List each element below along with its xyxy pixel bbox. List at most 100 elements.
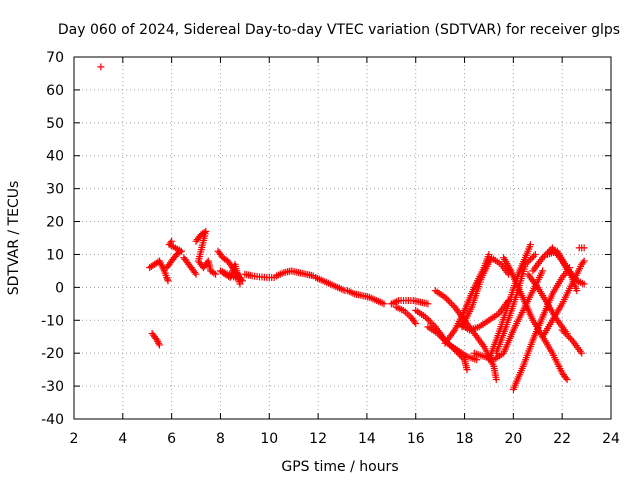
data-points: [97, 63, 588, 393]
y-tick-label: 20: [46, 215, 64, 231]
data-point: [236, 280, 244, 288]
data-point: [428, 320, 436, 328]
data-point: [435, 331, 443, 339]
y-tick-label: -30: [41, 379, 64, 395]
data-point: [168, 237, 176, 245]
grid: [74, 57, 611, 419]
x-tick-label: 4: [118, 431, 127, 447]
x-axis: 2 4 6 8 10 12 14 16 18 20 22 24: [70, 57, 620, 447]
y-tick-label: -40: [41, 412, 64, 428]
data-point: [212, 270, 220, 278]
data-point: [380, 300, 388, 308]
data-point: [405, 311, 413, 319]
data-point: [492, 376, 500, 384]
data-point: [396, 305, 404, 313]
data-point: [97, 63, 105, 71]
data-point: [192, 270, 200, 278]
data-point: [526, 241, 534, 249]
data-point: [561, 329, 569, 337]
data-point: [391, 298, 399, 306]
data-point: [191, 269, 199, 277]
data-point: [448, 300, 456, 308]
data-point: [446, 298, 454, 306]
data-point: [539, 267, 547, 275]
data-point: [580, 244, 588, 252]
data-point: [163, 275, 171, 283]
x-tick-label: 2: [70, 431, 79, 447]
data-point: [523, 259, 531, 267]
data-point: [155, 339, 163, 347]
data-point: [164, 277, 172, 285]
data-point: [443, 295, 451, 303]
data-point: [434, 329, 442, 337]
data-point: [526, 255, 534, 263]
x-axis-label: GPS time / hours: [281, 459, 398, 475]
y-tick-label: 0: [55, 280, 64, 296]
data-point: [531, 250, 539, 258]
x-tick-label: 8: [216, 431, 225, 447]
data-point: [444, 297, 452, 305]
data-point: [463, 366, 471, 374]
y-tick-label: 70: [46, 50, 64, 66]
y-tick-label: 30: [46, 182, 64, 198]
data-point: [403, 310, 411, 318]
data-point: [579, 259, 587, 267]
data-point: [580, 280, 588, 288]
data-point: [565, 333, 573, 341]
data-point: [210, 269, 218, 277]
data-point: [573, 287, 581, 295]
data-point: [424, 300, 432, 308]
x-tick-label: 22: [553, 431, 571, 447]
y-tick-label: 60: [46, 83, 64, 99]
data-point: [449, 301, 457, 309]
data-point: [441, 293, 449, 301]
data-point: [423, 315, 431, 323]
data-point: [153, 336, 161, 344]
x-tick-label: 20: [504, 431, 522, 447]
data-point: [155, 341, 163, 349]
x-tick-label: 18: [456, 431, 474, 447]
data-point: [576, 278, 584, 286]
y-axis: -40 -30 -20 -10 0 10 20 30 40 50 60 70: [41, 50, 611, 428]
data-point: [163, 273, 171, 281]
x-tick-label: 14: [358, 431, 376, 447]
plot-frame: [73, 56, 612, 420]
data-point: [540, 252, 548, 260]
data-point: [154, 338, 162, 346]
data-point: [425, 316, 433, 324]
data-point: [522, 260, 530, 268]
y-tick-label: 50: [46, 116, 64, 132]
data-point: [578, 349, 586, 357]
data-point: [412, 320, 420, 328]
y-tick-label: 40: [46, 149, 64, 165]
x-tick-label: 6: [167, 431, 176, 447]
x-tick-label: 10: [260, 431, 278, 447]
data-point: [411, 318, 419, 326]
y-tick-label: -10: [41, 313, 64, 329]
data-point: [166, 239, 174, 247]
data-point: [421, 313, 429, 321]
data-point: [426, 318, 434, 326]
data-point: [525, 257, 533, 265]
data-point: [473, 356, 481, 364]
x-tick-label: 16: [407, 431, 425, 447]
y-tick-label: 10: [46, 247, 64, 263]
data-point: [563, 331, 571, 339]
x-tick-label: 12: [309, 431, 327, 447]
data-point: [562, 374, 570, 382]
data-point: [560, 328, 568, 336]
data-point: [563, 376, 571, 384]
data-point: [558, 326, 566, 334]
data-point: [580, 257, 588, 265]
chart-title: Day 060 of 2024, Sidereal Day-to-day VTE…: [58, 22, 620, 38]
data-point: [437, 333, 445, 341]
data-point: [528, 254, 536, 262]
data-point: [530, 252, 538, 260]
x-tick-label: 24: [602, 431, 620, 447]
data-point: [539, 254, 547, 262]
y-axis-label: SDTVAR / TECUs: [6, 181, 22, 296]
y-tick-label: -20: [41, 346, 64, 362]
data-point: [566, 334, 574, 342]
data-point: [439, 334, 447, 342]
